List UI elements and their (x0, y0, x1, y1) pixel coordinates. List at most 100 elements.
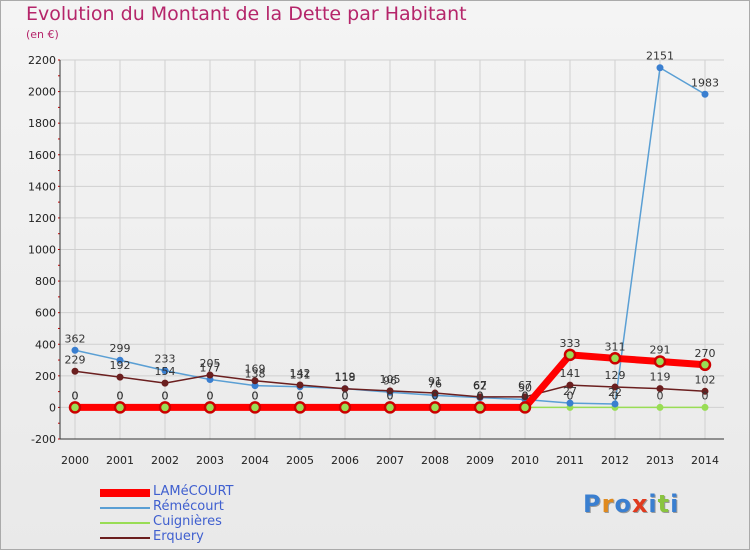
data-label-lamecourt: 270 (695, 347, 716, 360)
data-point-remecourt (656, 64, 664, 72)
x-tick-label: 2004 (241, 454, 269, 467)
data-label-lamecourt: 291 (650, 343, 671, 356)
data-label-erquery: 142 (290, 367, 311, 380)
data-label-cuignieres: 0 (432, 389, 439, 402)
legend-swatch-lamecourt (100, 489, 150, 497)
data-point-remecourt (701, 90, 709, 98)
data-label-lamecourt: 333 (560, 337, 581, 350)
x-tick-label: 2013 (646, 454, 674, 467)
data-label-cuignieres: 0 (297, 389, 304, 402)
data-label-remecourt: 27 (563, 385, 577, 398)
data-label-cuignieres: 0 (387, 389, 394, 402)
data-point-erquery (611, 383, 619, 391)
data-point-erquery (566, 381, 574, 389)
data-label-cuignieres: 0 (567, 389, 574, 402)
data-point-remecourt (566, 399, 574, 407)
data-label-cuignieres: 0 (252, 389, 259, 402)
x-tick-label: 2006 (331, 454, 359, 467)
data-label-remecourt: 299 (110, 342, 131, 355)
data-label-erquery: 119 (650, 371, 671, 384)
data-label-cuignieres: 0 (72, 389, 79, 402)
x-tick-label: 2011 (556, 454, 584, 467)
y-tick-label: 400 (35, 338, 56, 351)
data-label-cuignieres: 0 (207, 389, 214, 402)
legend-label-erquery: Erquery (153, 529, 204, 544)
data-label-remecourt: 62 (473, 380, 487, 393)
data-label-lamecourt: 0 (162, 389, 169, 402)
x-tick-label: 2002 (151, 454, 179, 467)
chart-subtitle: (en €) (26, 28, 59, 41)
data-point-remecourt (116, 356, 124, 364)
data-label-remecourt: 50 (518, 382, 532, 395)
data-point-erquery (161, 379, 169, 387)
data-label-lamecourt: 0 (207, 389, 214, 402)
data-label-lamecourt: 0 (432, 389, 439, 402)
data-label-erquery: 169 (245, 363, 266, 376)
data-point-lamecourt (698, 358, 712, 372)
data-point-lamecourt (158, 401, 172, 414)
data-label-lamecourt: 0 (522, 389, 529, 402)
data-label-remecourt: 233 (155, 353, 176, 366)
data-point-erquery (656, 385, 664, 393)
data-label-lamecourt: 0 (387, 389, 394, 402)
data-point-remecourt (161, 367, 169, 375)
data-label-erquery: 192 (110, 359, 131, 372)
y-tick-label: -200 (31, 433, 56, 446)
y-tick-label: 1600 (28, 149, 56, 162)
data-label-lamecourt: 0 (477, 389, 484, 402)
data-label-remecourt: 119 (335, 371, 356, 384)
series-layer (68, 64, 712, 414)
data-point-lamecourt (113, 401, 127, 414)
data-point-lamecourt (428, 401, 442, 414)
proxiti-logo: Proxiti (583, 490, 680, 518)
legend-swatch-cuignieres (100, 522, 150, 524)
data-point-erquery (296, 381, 304, 389)
data-point-erquery (251, 377, 259, 385)
data-point-lamecourt (338, 401, 352, 414)
data-label-cuignieres: 0 (342, 389, 349, 402)
y-tick-label: 1200 (28, 212, 56, 225)
data-label-remecourt: 177 (200, 361, 221, 374)
legend-swatch-remecourt (100, 507, 150, 509)
y-tick-label: 600 (35, 307, 56, 320)
data-label-remecourt: 76 (428, 377, 442, 390)
data-label-lamecourt: 0 (252, 389, 259, 402)
data-label-remecourt: 96 (383, 374, 397, 387)
data-label-erquery: 205 (200, 357, 221, 370)
data-point-remecourt (71, 346, 79, 354)
data-label-erquery: 91 (428, 375, 442, 388)
data-point-erquery (476, 393, 484, 401)
data-label-erquery: 102 (695, 373, 716, 386)
data-point-lamecourt (68, 401, 82, 414)
legend-label-remecourt: Rémécourt (153, 499, 224, 514)
data-point-lamecourt (518, 401, 532, 414)
data-point-lamecourt (653, 355, 667, 368)
x-tick-label: 2005 (286, 454, 314, 467)
data-label-erquery: 229 (65, 353, 86, 366)
data-label-remecourt: 2151 (646, 50, 674, 63)
data-point-erquery (386, 387, 394, 395)
data-label-remecourt: 362 (65, 332, 86, 345)
data-point-erquery (341, 385, 349, 393)
data-label-erquery: 67 (518, 379, 532, 392)
legend-label-cuignieres: Cuignières (153, 514, 222, 529)
data-point-lamecourt (293, 401, 307, 414)
data-point-erquery (116, 373, 124, 381)
data-point-cuignieres (656, 403, 664, 411)
data-label-erquery: 141 (560, 367, 581, 380)
y-tick-label: 0 (49, 401, 56, 414)
y-tick-label: 200 (35, 370, 56, 383)
y-tick-label: 1400 (28, 180, 56, 193)
data-point-lamecourt (473, 401, 487, 414)
x-tick-label: 2001 (106, 454, 134, 467)
data-point-erquery (431, 389, 439, 397)
data-label-cuignieres: 0 (612, 389, 619, 402)
data-label-remecourt: 131 (290, 369, 311, 382)
x-tick-label: 2000 (61, 454, 89, 467)
data-point-erquery (521, 393, 529, 401)
y-tick-label: 2000 (28, 86, 56, 99)
data-label-cuignieres: 0 (477, 389, 484, 402)
data-label-lamecourt: 0 (117, 389, 124, 402)
data-label-cuignieres: 0 (117, 389, 124, 402)
